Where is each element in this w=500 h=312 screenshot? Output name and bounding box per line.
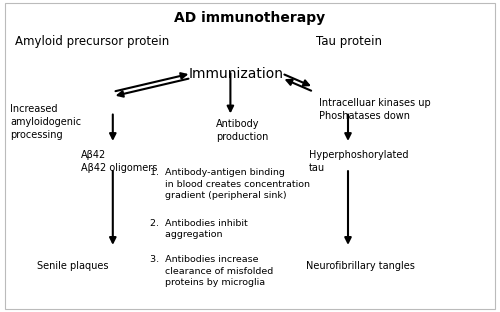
Text: Increased
amyloidogenic
processing: Increased amyloidogenic processing bbox=[10, 104, 81, 140]
Text: Hyperphoshorylated
tau: Hyperphoshorylated tau bbox=[309, 150, 408, 173]
Text: Senile plaques: Senile plaques bbox=[37, 261, 109, 271]
Text: Tau protein: Tau protein bbox=[316, 35, 382, 48]
Text: 2.  Antibodies inhibit
     aggregation: 2. Antibodies inhibit aggregation bbox=[150, 219, 248, 239]
Text: Intracelluar kinases up
Phoshatases down: Intracelluar kinases up Phoshatases down bbox=[318, 98, 430, 121]
Text: 1.  Antibody-antigen binding
     in blood creates concentration
     gradient (: 1. Antibody-antigen binding in blood cre… bbox=[150, 168, 310, 200]
Text: AD immunotherapy: AD immunotherapy bbox=[174, 11, 326, 25]
Text: Amyloid precursor protein: Amyloid precursor protein bbox=[15, 35, 169, 48]
Text: Antibody
production: Antibody production bbox=[216, 119, 268, 142]
Text: Aβ42
Aβ42 oligomers: Aβ42 Aβ42 oligomers bbox=[81, 150, 158, 173]
Text: Neurofibrillary tangles: Neurofibrillary tangles bbox=[306, 261, 415, 271]
Text: 3.  Antibodies increase
     clearance of misfolded
     proteins by microglia: 3. Antibodies increase clearance of misf… bbox=[150, 255, 273, 287]
Text: Immunization: Immunization bbox=[189, 67, 284, 81]
